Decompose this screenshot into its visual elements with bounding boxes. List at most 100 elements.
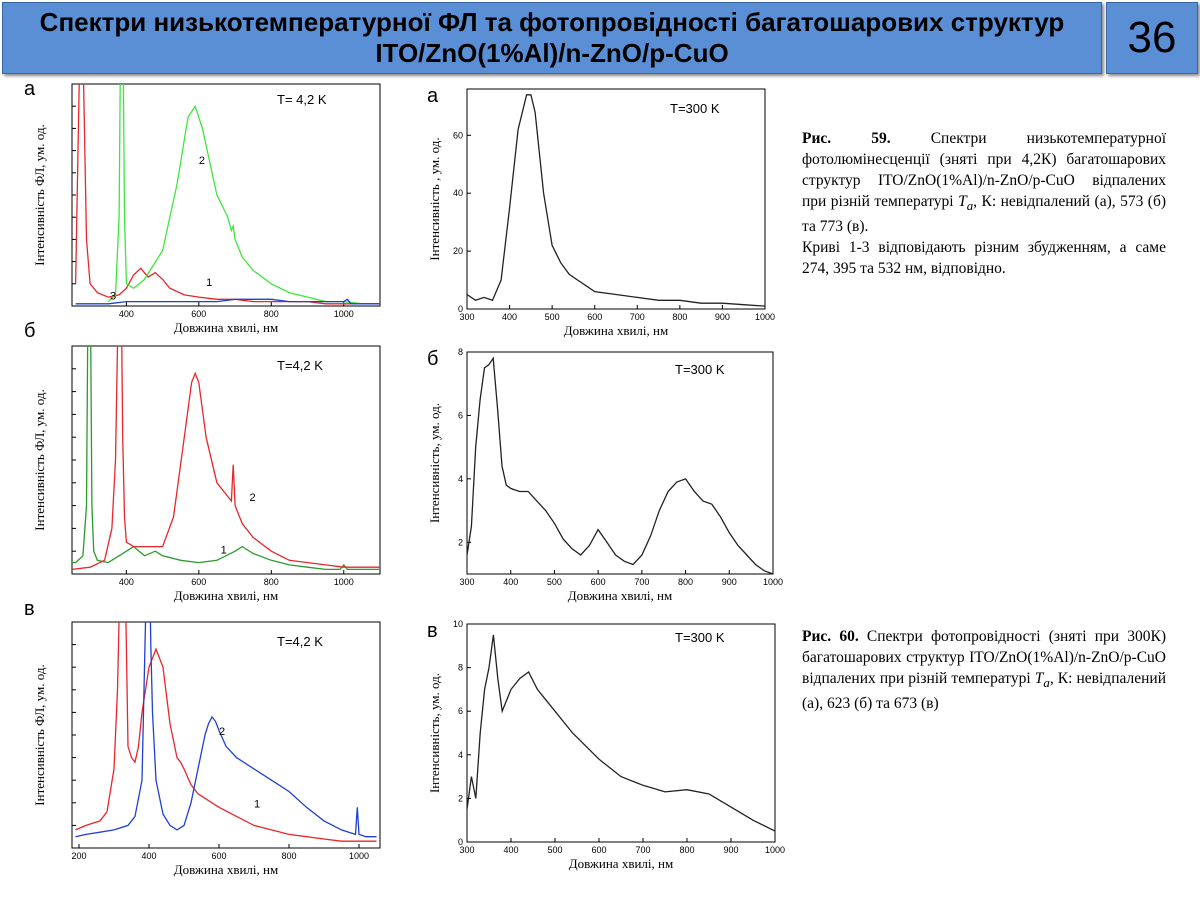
y-tick-label: 8 xyxy=(458,348,463,357)
panel-letter: а xyxy=(427,85,439,107)
panel-letter: в xyxy=(24,598,35,620)
y-tick-label: 8 xyxy=(458,663,463,673)
caption-fig60-subscript: a xyxy=(1043,675,1050,691)
x-tick-label: 500 xyxy=(545,312,560,322)
pl-chart-b-svg: 400 600 800 1000 1 2 T=4,2 K Довжина хвилі, нм І… xyxy=(32,345,381,603)
slide-title: Спектри низькотемпературної ФЛ та фотопр… xyxy=(39,7,1065,68)
pl-chart-c-svg: 200 400 600 800 1000 1 2 T=4,2 K Довжина хвилі, … xyxy=(32,621,381,877)
y-tick-label: 60 xyxy=(453,130,463,140)
y-tick-label: 2 xyxy=(458,537,463,547)
x-tick-label: 800 xyxy=(678,577,693,587)
x-tick-label: 400 xyxy=(119,577,134,587)
curve-label: 1 xyxy=(206,277,212,289)
caption-fig59: Рис. 59. Спектри низькотемпературної фот… xyxy=(802,128,1166,279)
caption-fig59-text2: , К: невідпалений (а), 573 (б) та 773 (в… xyxy=(802,193,1167,236)
pl-chart-a-svg: 400 600 800 1000 1 2 3 T= 4,2 K Довжина хвилі, н… xyxy=(32,83,381,335)
series-line-1 xyxy=(72,346,380,571)
x-tick-label: 700 xyxy=(635,845,650,855)
series-group xyxy=(75,622,377,842)
y-tick-label: 4 xyxy=(458,750,463,760)
curve-label: 2 xyxy=(199,155,205,167)
y-tick-label: 6 xyxy=(458,410,463,420)
x-tick-label: 600 xyxy=(591,845,606,855)
x-tick-label: 800 xyxy=(679,845,694,855)
x-tick-label: 400 xyxy=(503,845,518,855)
temperature-label: T=300 K xyxy=(675,630,725,645)
x-axis-label: Довжина хвилі, нм xyxy=(569,856,673,871)
caption-fig60-text2: , К: невідпалений (а), 623 (б) та 673 (в… xyxy=(802,670,1166,713)
series-line-2 xyxy=(107,84,380,305)
caption-fig60-symbol: T xyxy=(1034,670,1044,687)
series-line-2 xyxy=(72,346,380,571)
plot-frame xyxy=(71,83,381,307)
pc-chart-b-svg: 300 400 500 600 700 800 900 1000 2 4 6 8 T=300 K Довж… xyxy=(427,348,783,603)
caption-fig60-text: Спектри фотопровідності (зняті при 300К)… xyxy=(802,628,1166,687)
pc-chart-a-svg: 300 400 500 600 700 800 900 1000 0 20 40 60 T=300 K Д… xyxy=(427,88,775,338)
y-tick-label: 10 xyxy=(453,620,463,629)
series-group xyxy=(74,84,380,305)
pc-chart-c: в 300 400 500 600 700 800 900 1000 0 2 4 6 8 10 T=300 … xyxy=(425,620,785,882)
x-tick-label: 900 xyxy=(715,312,730,322)
plot-frame xyxy=(71,345,381,575)
y-axis-label: Інтенсивність, ум. од. xyxy=(427,673,442,793)
y-tick-label: 0 xyxy=(458,304,463,314)
x-tick-label: 500 xyxy=(547,577,562,587)
y-tick-label: 0 xyxy=(458,837,463,847)
series-line-0 xyxy=(467,94,765,307)
x-tick-label: 300 xyxy=(459,312,474,322)
y-tick-label: 20 xyxy=(453,246,463,256)
x-tick-label: 700 xyxy=(634,577,649,587)
curve-label: 1 xyxy=(254,798,260,810)
temperature-label: T= 4,2 K xyxy=(277,92,327,107)
x-tick-label: 900 xyxy=(723,845,738,855)
x-axis-label: Довжина хвилі, нм xyxy=(174,862,278,877)
y-tick-label: 4 xyxy=(458,474,463,484)
slide-number-box: 36 xyxy=(1106,2,1198,74)
pc-chart-a: а 300 400 500 600 700 800 900 1000 0 20 40 60 T=300 … xyxy=(425,85,780,347)
pl-chart-c: в 200 400 600 800 1000 1 2 T=4,2 K Довжина хвилі… xyxy=(22,598,387,880)
x-tick-label: 800 xyxy=(264,309,279,319)
panel-letter: в xyxy=(427,620,438,642)
panel-letter: а xyxy=(24,78,36,100)
plot-frame xyxy=(466,623,776,843)
x-axis-label: Довжина хвилі, нм xyxy=(174,588,278,603)
pc-chart-c-svg: 300 400 500 600 700 800 900 1000 0 2 4 6 8 10 T=300 K Д… xyxy=(427,620,785,871)
caption-fig59-symbol: T xyxy=(958,193,967,210)
pc-chart-b: б 300 400 500 600 700 800 900 1000 2 4 6 8 T=300 K До… xyxy=(425,348,785,613)
x-tick-label: 1000 xyxy=(763,577,783,587)
x-axis-label: Довжина хвилі, нм xyxy=(564,323,668,338)
x-tick-label: 600 xyxy=(587,312,602,322)
y-axis-label: Інтенсивність, ум. од. xyxy=(427,403,442,523)
x-tick-label: 400 xyxy=(119,309,134,319)
slide-number: 36 xyxy=(1127,13,1177,62)
x-tick-label: 1000 xyxy=(349,851,369,861)
panel-letter: б xyxy=(24,320,36,342)
x-tick-label: 400 xyxy=(503,577,518,587)
x-tick-label: 500 xyxy=(547,845,562,855)
temperature-label: T=4,2 K xyxy=(277,358,323,373)
x-axis-label: Довжина хвилі, нм xyxy=(568,588,672,603)
y-axis-label: Інтенсивність ФЛ, ум. од. xyxy=(32,124,47,265)
y-axis-label: Інтенсивність , ум. од. xyxy=(427,137,442,260)
temperature-label: T=300 K xyxy=(670,101,720,116)
x-tick-label: 600 xyxy=(211,851,226,861)
caption-fig60: Рис. 60. Спектри фотопровідності (зняті … xyxy=(802,626,1166,714)
plot-frame xyxy=(466,88,766,310)
x-tick-label: 200 xyxy=(71,851,86,861)
y-tick-label: 6 xyxy=(458,706,463,716)
panel-letter: б xyxy=(427,348,439,370)
temperature-label: T=300 K xyxy=(675,362,725,377)
y-tick-label: 2 xyxy=(458,793,463,803)
caption-fig59-text: Спектри низькотемпературної фотолюмінесц… xyxy=(802,130,1167,210)
y-tick-label: 40 xyxy=(453,188,463,198)
x-tick-label: 300 xyxy=(459,577,474,587)
x-tick-label: 600 xyxy=(191,309,206,319)
x-tick-label: 300 xyxy=(459,845,474,855)
series-line-0 xyxy=(467,634,775,832)
caption-fig60-label: Рис. 60. xyxy=(802,628,859,645)
y-axis-label: Інтенсивність ФЛ, ум. од. xyxy=(32,664,47,805)
series-group xyxy=(467,356,773,574)
x-tick-label: 800 xyxy=(264,577,279,587)
x-tick-label: 1000 xyxy=(765,845,785,855)
x-axis-label: Довжина хвилі, нм xyxy=(174,320,278,335)
